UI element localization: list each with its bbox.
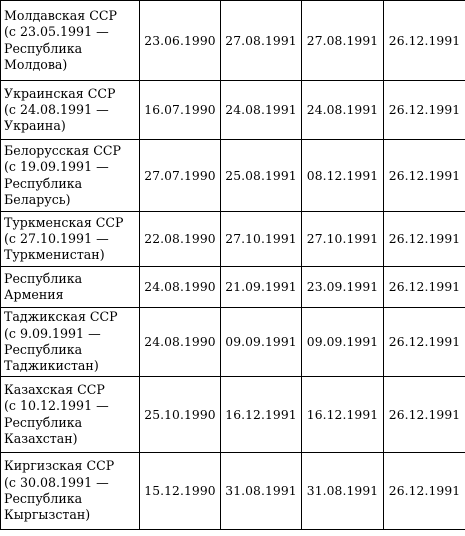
table-row: Туркменская ССР (с 27.10.1991 — Туркмени… <box>0 211 465 267</box>
date-cell: 25.08.1991 <box>220 139 302 212</box>
republic-name-cell: Республика Армения <box>0 266 140 308</box>
republic-name-cell: Белорусская ССР (с 19.09.1991 — Республи… <box>0 139 140 212</box>
republic-name-cell: Украинская ССР (с 24.08.1991 — Украина) <box>0 80 140 140</box>
date-cell: 24.08.1990 <box>139 266 221 308</box>
date-cell: 09.09.1991 <box>301 307 384 377</box>
date-cell: 27.10.1991 <box>301 211 384 267</box>
date-cell: 26.12.1991 <box>383 452 465 530</box>
table-row: Молдавская ССР (с 23.05.1991 — Республик… <box>0 0 465 81</box>
republic-name-cell: Туркменская ССР (с 27.10.1991 — Туркмени… <box>0 211 140 267</box>
date-cell: 24.08.1990 <box>139 307 221 377</box>
table-row: Таджикская ССР (с 9.09.1991 — Республика… <box>0 307 465 377</box>
table-row: Белорусская ССР (с 19.09.1991 — Республи… <box>0 139 465 212</box>
republic-name-cell: Казахская ССР (с 10.12.1991 — Республика… <box>0 376 140 453</box>
date-cell: 27.07.1990 <box>139 139 221 212</box>
date-cell: 08.12.1991 <box>301 139 384 212</box>
date-cell: 26.12.1991 <box>383 266 465 308</box>
date-cell: 31.08.1991 <box>301 452 384 530</box>
republic-name-cell: Киргизская ССР (с 30.08.1991 — Республик… <box>0 452 140 530</box>
table-row: Казахская ССР (с 10.12.1991 — Республика… <box>0 376 465 453</box>
date-cell: 26.12.1991 <box>383 211 465 267</box>
republic-name-cell: Таджикская ССР (с 9.09.1991 — Республика… <box>0 307 140 377</box>
republic-name-cell: Молдавская ССР (с 23.05.1991 — Республик… <box>0 0 140 81</box>
date-cell: 23.09.1991 <box>301 266 384 308</box>
date-cell: 26.12.1991 <box>383 0 465 81</box>
date-cell: 25.10.1990 <box>139 376 221 453</box>
date-cell: 24.08.1991 <box>301 80 384 140</box>
date-cell: 26.12.1991 <box>383 376 465 453</box>
table-row: Киргизская ССР (с 30.08.1991 — Республик… <box>0 452 465 530</box>
table-row: Украинская ССР (с 24.08.1991 — Украина) … <box>0 80 465 140</box>
date-cell: 24.08.1991 <box>220 80 302 140</box>
date-cell: 21.09.1991 <box>220 266 302 308</box>
date-cell: 09.09.1991 <box>220 307 302 377</box>
date-cell: 16.07.1990 <box>139 80 221 140</box>
date-cell: 26.12.1991 <box>383 139 465 212</box>
date-cell: 22.08.1990 <box>139 211 221 267</box>
date-cell: 31.08.1991 <box>220 452 302 530</box>
date-cell: 26.12.1991 <box>383 307 465 377</box>
date-cell: 15.12.1990 <box>139 452 221 530</box>
date-cell: 27.08.1991 <box>220 0 302 81</box>
date-cell: 16.12.1991 <box>220 376 302 453</box>
date-cell: 23.06.1990 <box>139 0 221 81</box>
date-cell: 16.12.1991 <box>301 376 384 453</box>
date-cell: 27.10.1991 <box>220 211 302 267</box>
table-row: Республика Армения 24.08.1990 21.09.1991… <box>0 266 465 308</box>
date-cell: 26.12.1991 <box>383 80 465 140</box>
date-cell: 27.08.1991 <box>301 0 384 81</box>
